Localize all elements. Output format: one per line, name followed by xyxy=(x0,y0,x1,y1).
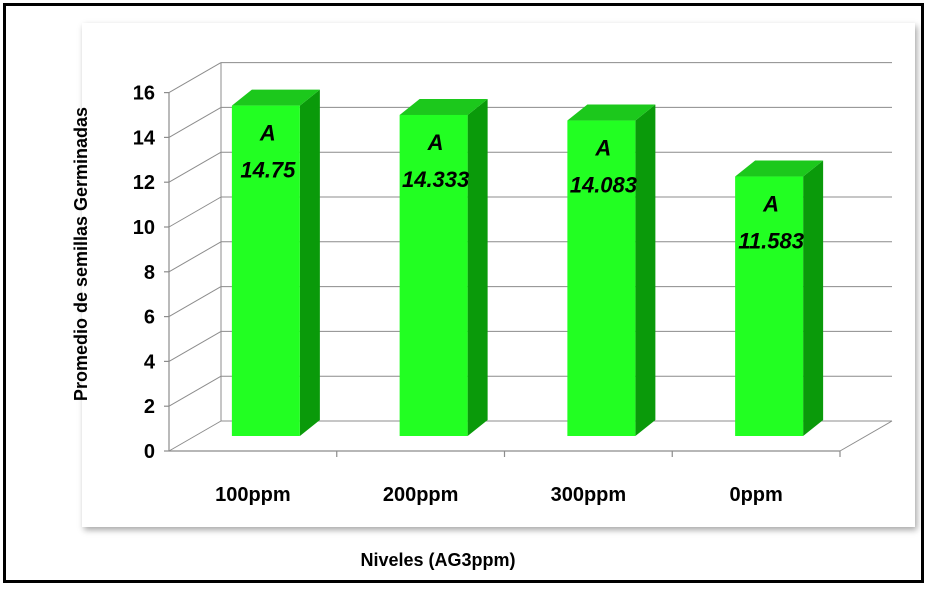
data-value-label: 14.083 xyxy=(570,173,637,198)
bar-top xyxy=(735,160,824,177)
y-axis-title: Promedio de semillas Germinadas xyxy=(71,107,91,401)
side-gridline xyxy=(168,106,222,138)
bar xyxy=(567,120,636,436)
group-letter-label: A xyxy=(762,192,779,217)
data-value-label: 14.75 xyxy=(240,158,296,183)
y-tick-label: 2 xyxy=(144,396,155,418)
side-gridline xyxy=(168,241,222,273)
data-value-label: 11.583 xyxy=(738,229,804,254)
y-tick-label: 8 xyxy=(144,262,155,284)
labels: 0 2 4 6 8 10 12 14 16 A 14.75 100ppm A 14.333 200ppm A 1… xyxy=(133,83,804,506)
bar xyxy=(399,114,468,437)
chart-frame: 0 2 4 6 8 10 12 14 16 A 14.75 100ppm A 14.333 200ppm A 1… xyxy=(3,3,924,583)
x-category-label: 300ppm xyxy=(551,484,627,506)
side-gridline xyxy=(168,151,222,183)
y-tick-label: 4 xyxy=(144,351,156,373)
bar-side xyxy=(803,160,824,436)
side-gridline xyxy=(168,196,222,228)
group-letter-label: A xyxy=(259,121,276,146)
side-gridline xyxy=(168,62,222,94)
bar xyxy=(231,105,300,436)
data-value-label: 14.333 xyxy=(402,167,469,192)
y-tick-label: 14 xyxy=(133,127,156,149)
group-letter-label: A xyxy=(427,130,444,155)
side-gridline xyxy=(168,330,222,362)
y-tick-label: 10 xyxy=(133,217,155,239)
y-tick-label: 6 xyxy=(144,307,155,329)
bar-side xyxy=(635,104,656,436)
y-tick-label: 16 xyxy=(133,83,155,105)
y-tick-label: 0 xyxy=(144,441,155,463)
bar-side xyxy=(299,89,320,436)
bar-top xyxy=(399,98,488,115)
y-tick-label: 12 xyxy=(133,172,155,194)
x-category-label: 0ppm xyxy=(729,484,782,506)
bar-side xyxy=(467,98,488,437)
group-letter-label: A xyxy=(594,136,611,161)
x-category-label: 100ppm xyxy=(215,484,291,506)
side-gridline xyxy=(168,375,222,407)
bar-top xyxy=(567,104,656,121)
bar xyxy=(735,176,804,436)
chart-canvas: 0 2 4 6 8 10 12 14 16 A 14.75 100ppm A 14.333 200ppm A 1… xyxy=(71,62,893,570)
x-axis-title: Niveles (AG3ppm) xyxy=(360,550,515,570)
side-gridline xyxy=(168,420,222,452)
axes xyxy=(164,91,841,457)
x-category-label: 200ppm xyxy=(383,484,459,506)
bars xyxy=(231,89,824,437)
bar-top xyxy=(231,89,320,106)
floor-edge xyxy=(839,420,893,452)
side-gridline xyxy=(168,286,222,318)
